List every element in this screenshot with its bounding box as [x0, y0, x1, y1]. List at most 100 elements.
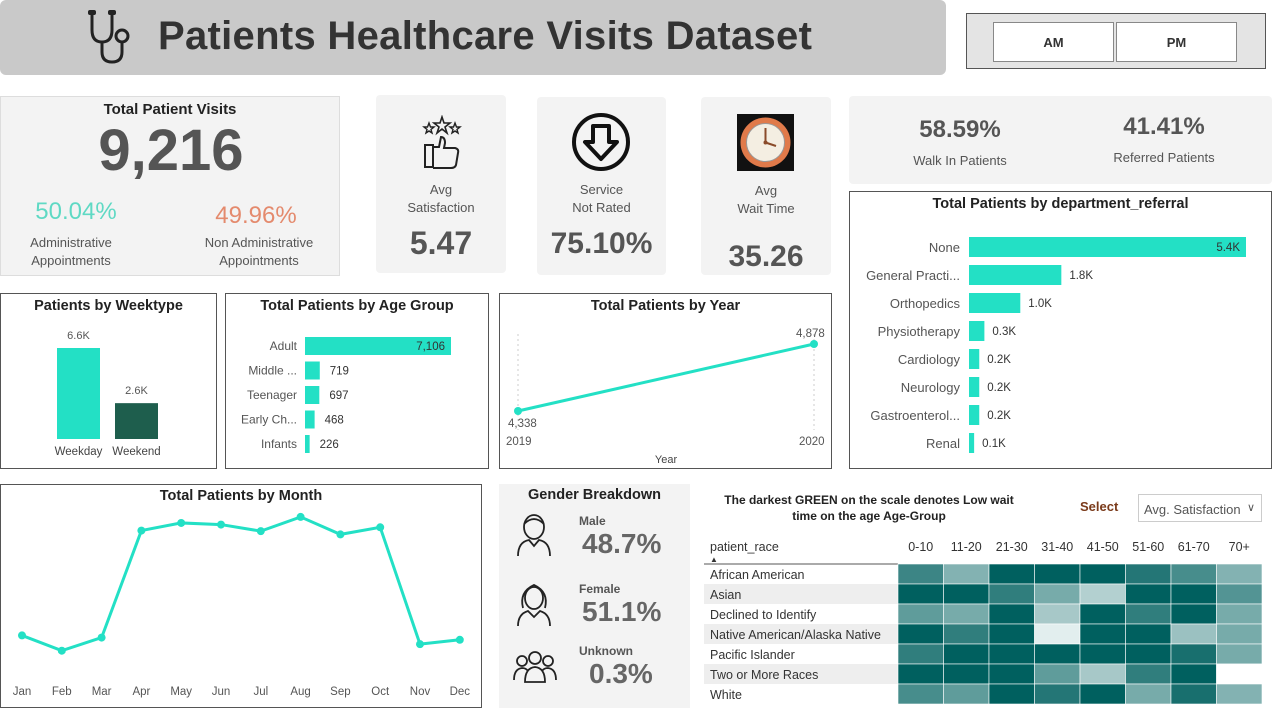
heat-cell — [897, 683, 944, 705]
male-pct: 48.7% — [582, 528, 662, 559]
female-icon — [515, 582, 553, 633]
heat-cell — [1170, 623, 1217, 645]
tick-label: Weekend — [112, 446, 160, 458]
tick-label: None — [929, 240, 960, 255]
column-header: 51-60 — [1132, 540, 1164, 554]
tick-label: Weekday — [55, 446, 103, 458]
heat-cell — [1170, 603, 1217, 625]
data-label: 0.2K — [987, 410, 1011, 422]
tick-label: Jan — [13, 686, 32, 698]
data-point — [376, 523, 385, 532]
data-point — [514, 407, 522, 415]
row-label: Pacific Islander — [710, 648, 795, 662]
heat-cell — [897, 583, 944, 605]
row-label: White — [710, 688, 742, 702]
heat-cell — [1216, 643, 1263, 665]
data-label: 6.6K — [67, 330, 90, 342]
male-label: Male — [579, 514, 606, 528]
heat-cell — [897, 603, 944, 625]
tick-label: Jul — [253, 686, 268, 698]
tick-label: Orthopedics — [890, 296, 961, 311]
walkin-label: Walk In Patients — [913, 153, 1007, 168]
data-label: 719 — [330, 366, 349, 378]
month-chart-title: Total Patients by Month — [159, 488, 323, 504]
heat-cell — [897, 563, 944, 585]
total-visits-title: Total Patient Visits — [103, 101, 237, 118]
bar — [969, 321, 985, 341]
metric-dropdown[interactable]: Avg. Satisfaction ∨ — [1138, 494, 1262, 522]
data-label: 468 — [325, 415, 344, 427]
gender-title: Gender Breakdown — [528, 487, 661, 503]
chevron-down-icon: ∨ — [1246, 502, 1255, 514]
data-point — [810, 340, 818, 348]
bar — [305, 435, 310, 453]
heat-cell — [1170, 563, 1217, 585]
data-point — [217, 520, 225, 529]
title-bar — [0, 0, 946, 75]
data-label: 7,106 — [416, 341, 445, 353]
axis-title: Year — [655, 454, 678, 466]
data-label: 0.3K — [992, 326, 1016, 338]
tick-label: Nov — [410, 686, 431, 698]
clock-icon — [737, 114, 794, 176]
data-label: 0.2K — [987, 354, 1011, 366]
admin-label: Administrative Appointments — [30, 235, 112, 268]
am-button[interactable]: AM — [993, 22, 1114, 62]
thumbs-up-stars-icon — [421, 114, 463, 176]
tick-label: Middle ... — [248, 364, 297, 378]
heat-cell — [1216, 663, 1263, 685]
tick-label: Mar — [92, 686, 112, 698]
column-header: 11-20 — [951, 540, 982, 554]
tick-label: Sep — [330, 686, 350, 698]
pm-button[interactable]: PM — [1116, 22, 1237, 62]
bar — [57, 348, 100, 439]
month-chart: Jan Feb Mar Apr May Jun Jul Aug Sep Oct Nov Dec — [13, 512, 471, 698]
tick-label: 2020 — [799, 436, 825, 448]
heat-cell — [943, 583, 990, 605]
bar — [115, 403, 158, 439]
tick-label: Renal — [926, 436, 960, 451]
heat-cell — [988, 643, 1035, 665]
heat-cell — [1034, 683, 1081, 705]
wait-time-label: Avg Wait Time — [737, 183, 795, 216]
heat-cell — [1034, 623, 1081, 645]
heat-cell — [1125, 663, 1172, 685]
tick-label: Dec — [450, 686, 471, 698]
tick-label: Aug — [290, 686, 310, 698]
wait-time-card: Avg Wait Time 35.26 — [701, 97, 831, 275]
heat-cell — [1170, 583, 1217, 605]
tick-label: Neurology — [901, 380, 961, 395]
data-point — [455, 635, 464, 644]
metric-dropdown-value: Avg. Satisfaction — [1144, 502, 1241, 517]
tick-label: Gastroenterol... — [870, 408, 960, 423]
row-band — [704, 664, 898, 684]
heat-cell — [988, 623, 1035, 645]
heat-cell — [1125, 603, 1172, 625]
department-chart: None 5.4K General Practi... 1.8K Orthopedics… — [866, 237, 1246, 453]
tick-label: Oct — [371, 686, 390, 698]
heat-cell — [1079, 583, 1126, 605]
data-label: 4,878 — [796, 328, 825, 340]
satisfaction-value: 5.47 — [409, 225, 473, 261]
group-icon — [513, 646, 557, 691]
data-label: 697 — [329, 390, 348, 402]
gender-card: Gender Breakdown Male 48.7% Female 51.1%… — [499, 484, 690, 708]
column-header: 41-50 — [1087, 540, 1119, 554]
column-header: 0-10 — [908, 540, 933, 554]
heat-cell — [897, 623, 944, 645]
heat-cell — [1125, 623, 1172, 645]
year-chart: 4,338 2019 4,878 2020 Year — [506, 328, 825, 466]
heat-cell — [988, 603, 1035, 625]
female-label: Female — [579, 582, 621, 596]
heat-cell — [1216, 583, 1263, 605]
heat-cell — [943, 643, 990, 665]
referred-label: Referred Patients — [1113, 150, 1215, 165]
row-label: Two or More Races — [710, 668, 818, 682]
data-label: 0.1K — [982, 438, 1006, 450]
month-chart-panel: Total Patients by Month Jan Feb Mar Apr May J… — [0, 484, 482, 708]
heat-cell — [988, 563, 1035, 585]
heat-cell — [1216, 563, 1263, 585]
heat-cell — [1216, 683, 1263, 705]
column-header: 70+ — [1229, 540, 1250, 554]
heat-cell — [988, 583, 1035, 605]
